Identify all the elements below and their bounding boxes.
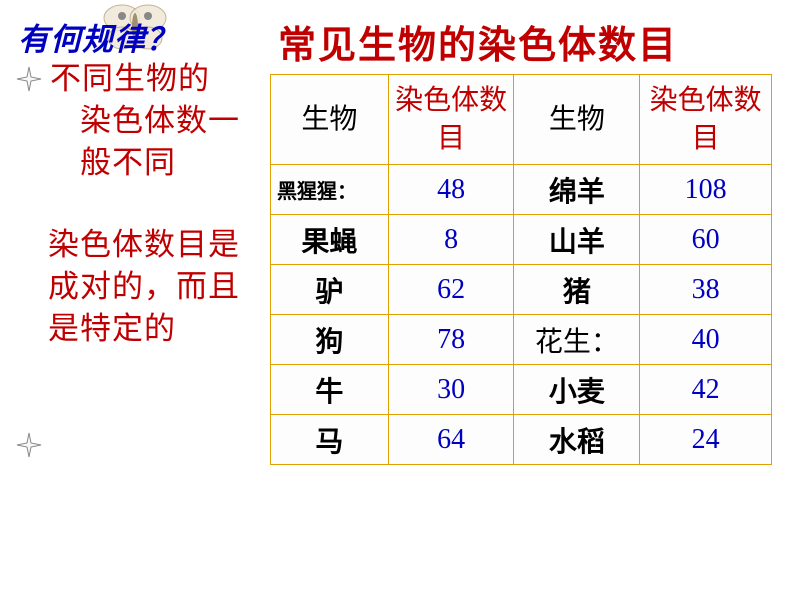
table-row: 马64水稻24 — [271, 415, 772, 465]
count-cell: 42 — [640, 365, 772, 415]
star-bullet-icon — [16, 432, 42, 458]
organism-cell: 驴 — [271, 265, 389, 315]
organism-cell: 猪 — [514, 265, 640, 315]
table-header-row: 生物 染色体数目 生物 染色体数目 — [271, 75, 772, 165]
organism-cell: 绵羊 — [514, 165, 640, 215]
organism-cell: 牛 — [271, 365, 389, 415]
count-cell: 108 — [640, 165, 772, 215]
paragraph-2: 染色体数目是成对的，而且是特定的 — [48, 224, 258, 350]
count-cell: 60 — [640, 215, 772, 265]
header-organism-2: 生物 — [514, 75, 640, 165]
organism-cell: 山羊 — [514, 215, 640, 265]
table-row: 牛30小麦42 — [271, 365, 772, 415]
count-cell: 78 — [388, 315, 514, 365]
star-bullet-icon — [16, 66, 42, 92]
p1-line3: 般不同 — [50, 142, 260, 184]
organism-cell: 水稻 — [514, 415, 640, 465]
organism-cell: 黑猩猩： — [271, 165, 389, 215]
header-organism-1: 生物 — [271, 75, 389, 165]
count-cell: 48 — [388, 165, 514, 215]
organism-cell: 小麦 — [514, 365, 640, 415]
table-title: 常见生物的染色体数目 — [278, 14, 678, 69]
question-heading: 有何规律？ — [18, 14, 178, 59]
organism-cell: 马 — [271, 415, 389, 465]
count-cell: 30 — [388, 365, 514, 415]
count-cell: 62 — [388, 265, 514, 315]
count-cell: 38 — [640, 265, 772, 315]
table-body: 黑猩猩：48绵羊108果蝇8山羊60驴62猪38狗78花生：40牛30小麦42马… — [271, 165, 772, 465]
p1-line1: 不同生物的 — [50, 61, 210, 96]
count-cell: 64 — [388, 415, 514, 465]
count-cell: 24 — [640, 415, 772, 465]
table-row: 驴62猪38 — [271, 265, 772, 315]
organism-cell: 狗 — [271, 315, 389, 365]
table-row: 果蝇8山羊60 — [271, 215, 772, 265]
count-cell: 40 — [640, 315, 772, 365]
count-cell: 8 — [388, 215, 514, 265]
header-count-1: 染色体数目 — [388, 75, 514, 165]
table-row: 狗78花生：40 — [271, 315, 772, 365]
organism-cell: 果蝇 — [271, 215, 389, 265]
p1-line2: 染色体数一 — [50, 100, 260, 142]
chromosome-table: 生物 染色体数目 生物 染色体数目 黑猩猩：48绵羊108果蝇8山羊60驴62猪… — [270, 74, 772, 465]
paragraph-1: 不同生物的 染色体数一 般不同 — [50, 58, 260, 184]
header-count-2: 染色体数目 — [640, 75, 772, 165]
table-row: 黑猩猩：48绵羊108 — [271, 165, 772, 215]
organism-cell: 花生： — [514, 315, 640, 365]
